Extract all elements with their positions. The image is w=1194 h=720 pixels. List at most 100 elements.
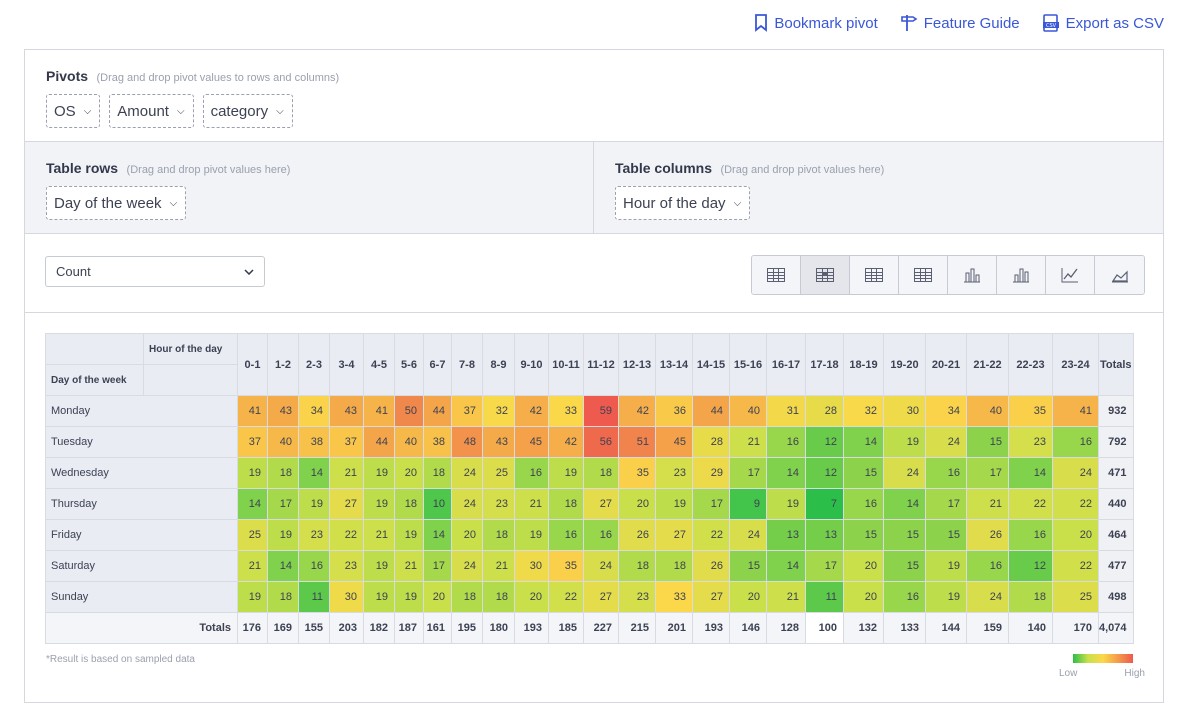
column-header: 8-9 bbox=[482, 333, 515, 396]
view-heatmap-button[interactable] bbox=[801, 256, 850, 294]
chevron-down-icon: ⌵ bbox=[176, 105, 185, 117]
heatmap-cell: 19 bbox=[363, 457, 395, 489]
heatmap-cell: 24 bbox=[925, 426, 967, 458]
table-row: Tuesday 37 40 38 37 44 40 38 48 43 45 42 56 51 45 28 21 1… bbox=[45, 426, 1134, 458]
row-label: Sunday bbox=[45, 581, 238, 613]
view-row-heatmap-button[interactable] bbox=[850, 256, 899, 294]
heatmap-cell: 24 bbox=[451, 550, 483, 582]
column-total: 203 bbox=[329, 612, 364, 644]
view-stacked-bar-button[interactable] bbox=[948, 256, 997, 294]
view-table-button[interactable] bbox=[752, 256, 801, 294]
heatmap-cell: 21 bbox=[237, 550, 268, 582]
column-total: 169 bbox=[267, 612, 299, 644]
pivot-chip-os[interactable]: OS ⌵ bbox=[46, 94, 101, 128]
heatmap-cell: 25 bbox=[1052, 581, 1099, 613]
bookmark-pivot-link[interactable]: Bookmark pivot bbox=[754, 14, 878, 32]
row-chip-day-of-week[interactable]: Day of the week ⌵ bbox=[46, 186, 187, 220]
heatmap-cell: 21 bbox=[729, 426, 767, 458]
signpost-icon bbox=[900, 15, 918, 31]
table-row-heatmap-icon bbox=[865, 268, 883, 282]
column-header: 18-19 bbox=[843, 333, 884, 396]
heatmap-cell: 42 bbox=[548, 426, 584, 458]
heatmap-cell: 41 bbox=[1052, 395, 1099, 427]
row-total: 932 bbox=[1098, 395, 1134, 427]
aggregator-value: Count bbox=[56, 264, 91, 279]
table-rows-zone: Table rows (Drag and drop pivot values h… bbox=[25, 142, 594, 233]
column-header: 7-8 bbox=[451, 333, 483, 396]
column-header: 11-12 bbox=[583, 333, 619, 396]
chevron-down-icon: ⌵ bbox=[276, 105, 284, 117]
heatmap-cell: 16 bbox=[514, 457, 549, 489]
heatmap-cell: 41 bbox=[363, 395, 395, 427]
heatmap-cell: 48 bbox=[451, 426, 483, 458]
heatmap-cell: 23 bbox=[1008, 426, 1053, 458]
heatmap-cell: 17 bbox=[267, 488, 299, 520]
heatmap-cell: 14 bbox=[883, 488, 926, 520]
heatmap-cell: 51 bbox=[618, 426, 656, 458]
heatmap-cell: 34 bbox=[298, 395, 330, 427]
heatmap-cell: 37 bbox=[237, 426, 268, 458]
row-total: 498 bbox=[1098, 581, 1134, 613]
heatmap-cell: 56 bbox=[583, 426, 619, 458]
heatmap-cell: 26 bbox=[618, 519, 656, 551]
area-chart-icon bbox=[1111, 270, 1128, 283]
heatmap-cell: 24 bbox=[451, 488, 483, 520]
heatmap-cell: 20 bbox=[729, 581, 767, 613]
column-header: 19-20 bbox=[883, 333, 926, 396]
column-total: 161 bbox=[423, 612, 452, 644]
column-chip-hour-of-day[interactable]: Hour of the day ⌵ bbox=[615, 186, 751, 220]
heatmap-cell: 45 bbox=[655, 426, 693, 458]
column-total: 193 bbox=[692, 612, 730, 644]
heatmap-cell: 19 bbox=[548, 457, 584, 489]
aggregator-select[interactable]: Count bbox=[45, 256, 265, 287]
sampled-data-note: *Result is based on sampled data bbox=[46, 654, 195, 665]
pivot-chip-amount[interactable]: Amount ⌵ bbox=[109, 94, 194, 128]
heatmap-cell: 17 bbox=[805, 550, 844, 582]
heatmap-cell: 36 bbox=[655, 395, 693, 427]
heatmap-cell: 14 bbox=[843, 426, 884, 458]
pivot-chip-label: OS bbox=[54, 102, 76, 120]
heatmap-cell: 32 bbox=[843, 395, 884, 427]
legend-high-label: High bbox=[1124, 668, 1145, 679]
column-total: 176 bbox=[237, 612, 268, 644]
heatmap-cell: 17 bbox=[966, 457, 1009, 489]
table-rows-hint: (Drag and drop pivot values here) bbox=[126, 164, 291, 176]
heatmap-cell: 20 bbox=[843, 581, 884, 613]
heatmap-cell: 16 bbox=[1052, 426, 1099, 458]
table-columns-hint: (Drag and drop pivot values here) bbox=[720, 164, 885, 176]
view-bar-chart-button[interactable] bbox=[997, 256, 1046, 294]
table-row: Sunday 19 18 11 30 19 19 20 18 18 20 22 27 23 33 27 20 21… bbox=[45, 581, 1134, 613]
heatmap-cell: 40 bbox=[394, 426, 424, 458]
view-line-chart-button[interactable] bbox=[1046, 256, 1095, 294]
chevron-down-icon: ⌵ bbox=[83, 105, 92, 117]
heatmap-cell: 23 bbox=[298, 519, 330, 551]
heatmap-cell: 20 bbox=[451, 519, 483, 551]
row-label: Thursday bbox=[45, 488, 238, 520]
heatmap-cell: 17 bbox=[729, 457, 767, 489]
export-csv-link[interactable]: CSV Export as CSV bbox=[1042, 14, 1164, 32]
heatmap-cell: 14 bbox=[423, 519, 452, 551]
table-heatmap-icon bbox=[816, 268, 834, 282]
heatmap-cell: 22 bbox=[1052, 488, 1099, 520]
view-col-heatmap-button[interactable] bbox=[899, 256, 948, 294]
view-area-chart-button[interactable] bbox=[1095, 256, 1144, 294]
pivot-chip-category[interactable]: category ⌵ bbox=[202, 94, 293, 128]
totals-column-header: Totals bbox=[1098, 333, 1134, 396]
heatmap-cell: 24 bbox=[729, 519, 767, 551]
heatmap-cell: 28 bbox=[805, 395, 844, 427]
heatmap-cell: 23 bbox=[329, 550, 364, 582]
top-links: Bookmark pivot Feature Guide CSV Export … bbox=[754, 14, 1164, 32]
column-total: 227 bbox=[583, 612, 619, 644]
heatmap-cell: 23 bbox=[655, 457, 693, 489]
heatmap-cell: 24 bbox=[966, 581, 1009, 613]
table-rows-title: Table rows bbox=[46, 160, 119, 176]
column-header: 4-5 bbox=[363, 333, 395, 396]
controls-bar: Count bbox=[25, 234, 1163, 313]
heatmap-cell: 42 bbox=[514, 395, 549, 427]
row-total: 471 bbox=[1098, 457, 1134, 489]
column-header: 16-17 bbox=[766, 333, 806, 396]
row-label: Wednesday bbox=[45, 457, 238, 489]
heatmap-cell: 19 bbox=[237, 457, 268, 489]
heatmap-cell: 28 bbox=[692, 426, 730, 458]
feature-guide-link[interactable]: Feature Guide bbox=[900, 14, 1020, 32]
